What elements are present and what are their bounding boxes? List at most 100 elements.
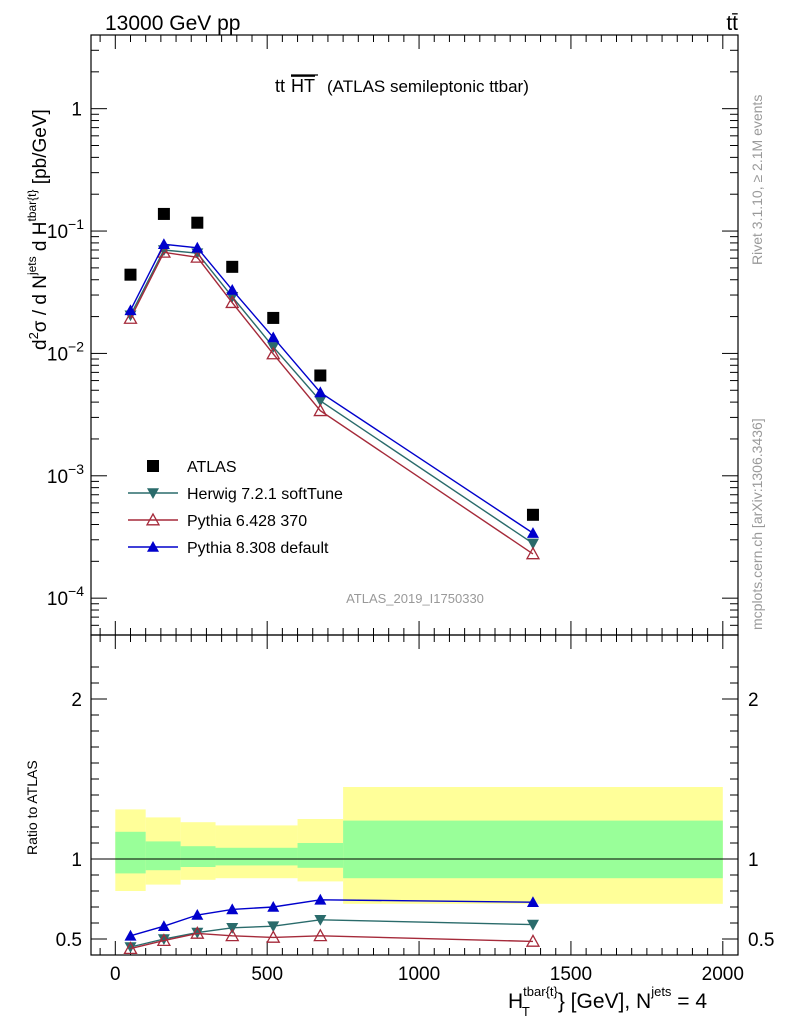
main-y-axis-label-text: d2σ / d Njets d Htbar{t} [pb/GeV]: [25, 109, 51, 350]
main-data-point: [313, 403, 328, 417]
ratio-data-point: [313, 928, 328, 942]
energy-label: 13000 GeV pp: [105, 12, 240, 35]
ratio-data-point: [226, 923, 239, 934]
x-tick-label: 1000: [398, 964, 440, 985]
process-label: tt̄: [726, 12, 738, 35]
rivet-label: Rivet 3.1.10, ≥ 2.1M events: [749, 95, 765, 265]
x-tick-label: 500: [251, 964, 283, 985]
main-data-point: [267, 331, 280, 343]
main-data-point: [191, 241, 204, 253]
x-tick-label: 0: [110, 964, 121, 985]
legend-marker: [147, 541, 159, 552]
legend: ATLAS Herwig 7.2.1 softTune Pythia 6.428 3…: [128, 459, 343, 557]
main-series-atlas: [124, 207, 539, 521]
ratio-data-point: [124, 942, 137, 953]
analysis-watermark: ATLAS_2019_I1750330: [346, 591, 484, 606]
ratio-y-tick-label-left: 2: [71, 690, 82, 711]
ratio-series-line: [130, 932, 533, 950]
ratio-data-point: [226, 903, 239, 915]
main-data-point: [267, 311, 280, 324]
ratio-data-point: [267, 921, 280, 933]
main-y-tick-label: 10−3: [47, 461, 84, 488]
band-inner-5: [343, 820, 723, 879]
main-data-point: [314, 369, 327, 382]
ratio-y-ticks: [91, 666, 738, 940]
plot-layer: 0 500 1000 1500 2000 1 10−1 10−2 10−3 10−4 0.5 0.5 1…: [47, 34, 774, 985]
ratio-series-line: [130, 899, 533, 937]
legend-label: ATLAS: [187, 459, 237, 476]
ratio-data-point: [526, 919, 539, 931]
ratio-series-pythia-8-308-default: [124, 893, 539, 941]
mcplots-label: mcplots.cern.ch [arXiv:1306.3436]: [749, 418, 765, 630]
main-data-point: [266, 346, 281, 360]
ratio-data-point: [190, 926, 205, 939]
title-rest: (ATLAS semileptonic ttbar): [327, 77, 529, 96]
ratio-data-point: [124, 929, 137, 941]
x-axis-label: Htbar{t} T} [GeV], Njets = 4: [508, 984, 707, 1019]
ratio-data-point: [123, 941, 138, 955]
ratio-data-point: [525, 934, 541, 947]
legend-label: Pythia 6.428 370: [187, 513, 307, 530]
main-data-point: [314, 386, 327, 398]
main-panel-title: tt HT (ATLAS semileptonic ttbar): [275, 74, 529, 96]
main-data-point: [157, 238, 170, 250]
main-y-tick-label: 10−1: [47, 216, 84, 243]
title-ht-overline: HT: [291, 76, 315, 96]
main-y-tick-label: 1: [71, 100, 82, 121]
ratio-series-pythia-6-428-370: [123, 926, 541, 955]
ratio-uncertainty-bands: [115, 787, 723, 904]
legend-label: Herwig 7.2.1 softTune: [187, 486, 343, 503]
legend-marker: [147, 460, 159, 472]
main-data-point: [157, 207, 170, 220]
main-data-point: [226, 260, 239, 273]
ratio-data-point: [157, 934, 170, 945]
main-data-point: [191, 216, 204, 229]
ratio-data-point: [267, 901, 280, 912]
main-data-point: [525, 546, 541, 560]
ratio-data-point: [225, 928, 240, 942]
main-y-axis-label: d2σ / d Njets d Htbar{t} [pb/GeV]: [25, 109, 51, 350]
ratio-data-point: [156, 933, 172, 947]
ratio-y-tick-label-right: 0.5: [748, 930, 774, 951]
x-tick-label: 2000: [702, 964, 744, 985]
main-series-herwig-7-2-1-softtune: [124, 245, 539, 550]
legend-marker: [147, 488, 159, 499]
main-data-point: [526, 508, 539, 521]
legend-marker: [145, 512, 161, 526]
x-ticks: [99, 35, 739, 955]
band-inner-1: [145, 841, 181, 871]
ratio-data-point: [266, 930, 281, 943]
main-data-point: [226, 283, 239, 295]
ratio-y-tick-label-right: 1: [748, 850, 759, 871]
title-tt: tt: [275, 76, 285, 96]
x-axis-label-text: Htbar{t} T} [GeV], Njets = 4: [508, 984, 707, 1019]
main-series-line: [129, 251, 534, 555]
band-inner-4: [297, 843, 344, 868]
main-y-tick-label: 10−4: [47, 583, 84, 610]
main-data-point: [124, 304, 137, 316]
band-inner-0: [115, 831, 146, 874]
main-data-point: [124, 268, 137, 281]
main-data-point: [225, 295, 240, 309]
main-data-point: [314, 396, 327, 407]
x-tick-label: 1500: [550, 964, 592, 985]
legend-label: Pythia 8.308 default: [187, 540, 329, 557]
main-data-point: [526, 527, 539, 538]
ratio-y-tick-label-right: 2: [748, 690, 759, 711]
ratio-data-point: [526, 896, 539, 907]
main-y-ticks: [91, 34, 738, 636]
main-series-pythia-6-428-370: [123, 244, 541, 560]
band-inner-3: [215, 847, 298, 866]
ratio-data-point: [314, 915, 327, 926]
main-data-point: [123, 311, 138, 324]
ratio-data-point: [314, 893, 327, 905]
band-inner-2: [180, 846, 216, 867]
ratio-y-tick-label-left: 1: [71, 850, 82, 871]
main-data-point: [190, 249, 205, 263]
ratio-data-point: [191, 909, 204, 920]
ratio-data-point: [157, 920, 170, 931]
main-data-point: [526, 538, 539, 550]
main-series-pythia-8-308-default: [124, 238, 539, 538]
ratio-y-axis-label: Ratio to ATLAS: [24, 760, 40, 855]
